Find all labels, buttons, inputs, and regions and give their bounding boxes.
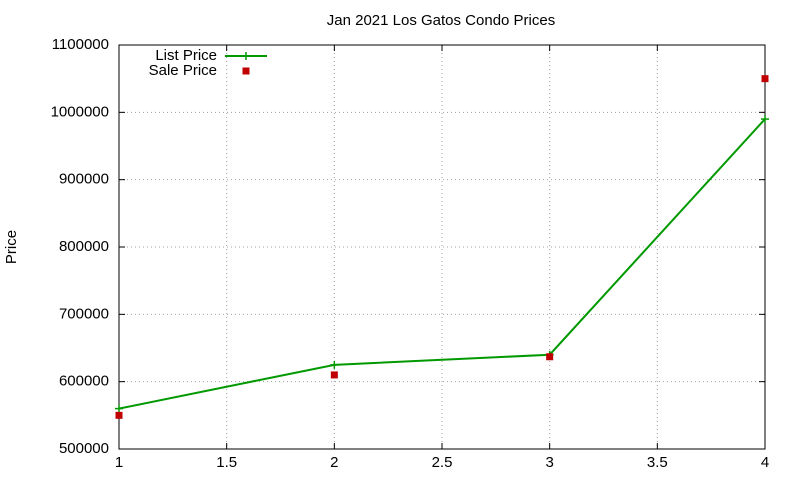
plot-border: [118, 44, 766, 450]
x-tick-label: 1: [115, 454, 123, 471]
x-tick-label: 2: [330, 454, 338, 471]
legend-marker: [242, 52, 250, 60]
series-line: [118, 118, 766, 410]
y-tick-label: 1100000: [52, 36, 109, 53]
point: [330, 371, 338, 379]
point: [115, 404, 123, 413]
point: [546, 353, 554, 361]
legend-label: List Price: [155, 47, 217, 64]
x-tick-label: 3: [545, 454, 553, 471]
point: [330, 360, 339, 369]
x-tick-label: 4: [761, 454, 769, 471]
y-tick-label: 1000000: [51, 103, 109, 120]
point: [761, 75, 769, 83]
point: [761, 115, 769, 124]
y-axis-label: Price: [3, 230, 20, 264]
y-tick-label: 700000: [59, 305, 109, 322]
legend-marker: [242, 67, 250, 75]
x-tick-label: 3.5: [647, 454, 668, 471]
y-tick-label: 500000: [59, 440, 109, 457]
x-tick-label: 1.5: [216, 454, 237, 471]
x-tick-label: 2.5: [432, 454, 453, 471]
y-tick-label: 900000: [59, 171, 109, 188]
y-tick-label: 600000: [59, 373, 109, 390]
y-tick-label: 800000: [59, 238, 109, 255]
chart-title: Jan 2021 Los Gatos Condo Prices: [327, 12, 555, 29]
point: [115, 411, 123, 419]
legend-label: Sale Price: [149, 62, 217, 79]
